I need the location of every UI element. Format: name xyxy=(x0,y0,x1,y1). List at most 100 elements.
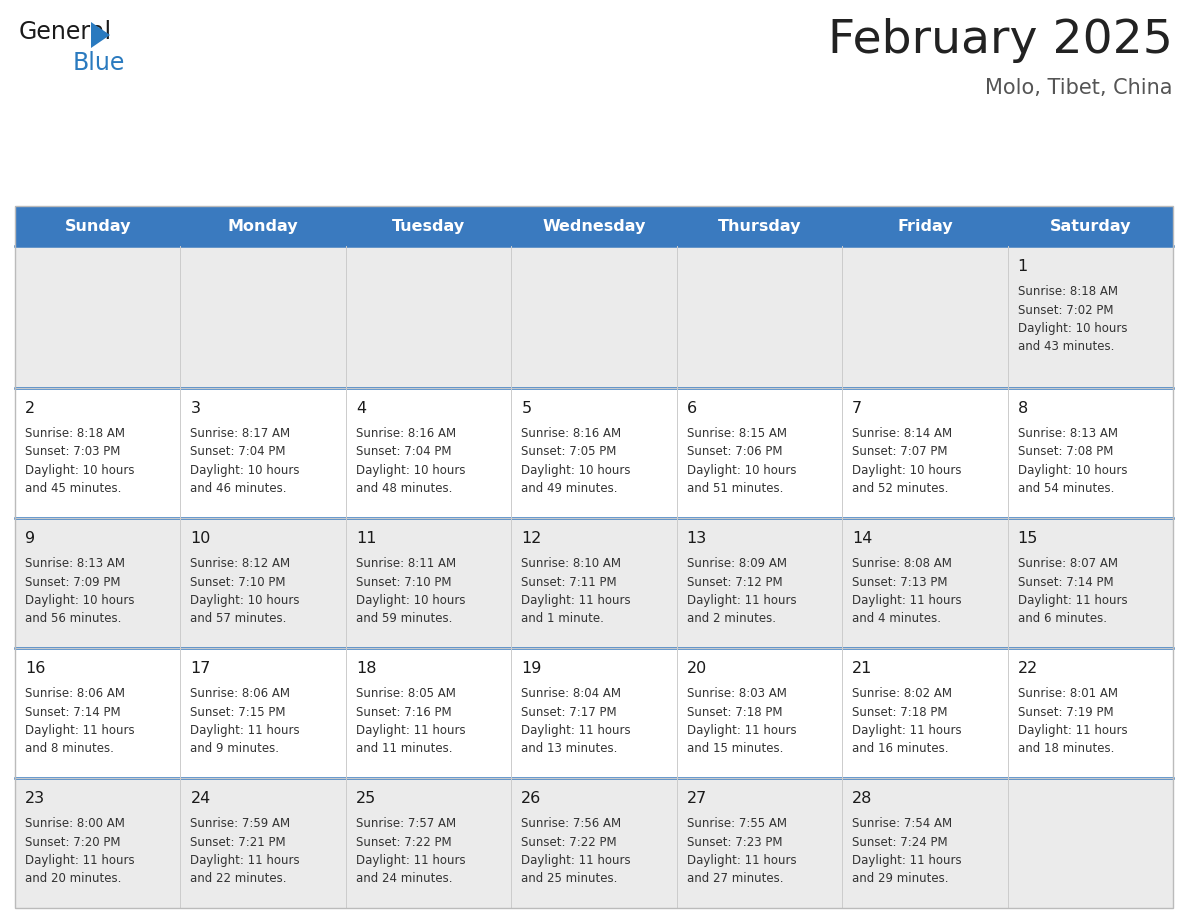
Text: Sunrise: 8:13 AM: Sunrise: 8:13 AM xyxy=(25,557,125,570)
Text: Sunrise: 7:56 AM: Sunrise: 7:56 AM xyxy=(522,817,621,830)
Text: Sunset: 7:21 PM: Sunset: 7:21 PM xyxy=(190,835,286,848)
Text: Sunset: 7:02 PM: Sunset: 7:02 PM xyxy=(1018,304,1113,317)
Text: Daylight: 11 hours: Daylight: 11 hours xyxy=(687,854,796,867)
Bar xyxy=(15,518,1173,648)
Text: Daylight: 11 hours: Daylight: 11 hours xyxy=(852,594,962,607)
Text: Daylight: 11 hours: Daylight: 11 hours xyxy=(687,724,796,737)
Text: Sunset: 7:08 PM: Sunset: 7:08 PM xyxy=(1018,445,1113,458)
Text: Sunrise: 8:05 AM: Sunrise: 8:05 AM xyxy=(356,687,456,700)
Text: Daylight: 11 hours: Daylight: 11 hours xyxy=(1018,594,1127,607)
Text: Sunrise: 8:18 AM: Sunrise: 8:18 AM xyxy=(1018,285,1118,298)
Text: Daylight: 10 hours: Daylight: 10 hours xyxy=(25,464,134,477)
Text: 14: 14 xyxy=(852,531,872,546)
Text: 17: 17 xyxy=(190,661,210,676)
Text: 24: 24 xyxy=(190,791,210,806)
Text: Daylight: 10 hours: Daylight: 10 hours xyxy=(1018,322,1127,335)
Text: and 22 minutes.: and 22 minutes. xyxy=(190,872,287,886)
Text: Sunset: 7:14 PM: Sunset: 7:14 PM xyxy=(1018,576,1113,588)
Text: 3: 3 xyxy=(190,401,201,416)
Text: Sunrise: 8:15 AM: Sunrise: 8:15 AM xyxy=(687,427,786,440)
Text: Sunrise: 7:55 AM: Sunrise: 7:55 AM xyxy=(687,817,786,830)
Text: Sunset: 7:03 PM: Sunset: 7:03 PM xyxy=(25,445,120,458)
Text: Thursday: Thursday xyxy=(718,218,801,233)
Text: Sunrise: 8:10 AM: Sunrise: 8:10 AM xyxy=(522,557,621,570)
Text: 7: 7 xyxy=(852,401,862,416)
Bar xyxy=(15,778,1173,908)
Text: Daylight: 10 hours: Daylight: 10 hours xyxy=(1018,464,1127,477)
Text: 4: 4 xyxy=(356,401,366,416)
Text: Daylight: 11 hours: Daylight: 11 hours xyxy=(25,854,134,867)
Text: Daylight: 10 hours: Daylight: 10 hours xyxy=(852,464,961,477)
Text: Sunset: 7:13 PM: Sunset: 7:13 PM xyxy=(852,576,948,588)
Text: Sunrise: 8:07 AM: Sunrise: 8:07 AM xyxy=(1018,557,1118,570)
Text: and 29 minutes.: and 29 minutes. xyxy=(852,872,949,886)
Text: and 52 minutes.: and 52 minutes. xyxy=(852,483,948,496)
Text: 27: 27 xyxy=(687,791,707,806)
Text: and 25 minutes.: and 25 minutes. xyxy=(522,872,618,886)
Text: Daylight: 11 hours: Daylight: 11 hours xyxy=(522,724,631,737)
Text: Sunset: 7:07 PM: Sunset: 7:07 PM xyxy=(852,445,948,458)
Text: Sunset: 7:15 PM: Sunset: 7:15 PM xyxy=(190,706,286,719)
Text: Sunrise: 8:03 AM: Sunrise: 8:03 AM xyxy=(687,687,786,700)
Text: and 54 minutes.: and 54 minutes. xyxy=(1018,483,1114,496)
Text: Sunrise: 8:08 AM: Sunrise: 8:08 AM xyxy=(852,557,952,570)
Text: Daylight: 11 hours: Daylight: 11 hours xyxy=(356,724,466,737)
Bar xyxy=(15,648,1173,778)
Text: Sunset: 7:19 PM: Sunset: 7:19 PM xyxy=(1018,706,1113,719)
Bar xyxy=(15,246,1173,388)
Text: Daylight: 10 hours: Daylight: 10 hours xyxy=(356,594,466,607)
Text: and 1 minute.: and 1 minute. xyxy=(522,612,605,625)
Text: Daylight: 10 hours: Daylight: 10 hours xyxy=(190,464,299,477)
Text: 15: 15 xyxy=(1018,531,1038,546)
Text: 1: 1 xyxy=(1018,259,1028,274)
Text: Sunrise: 8:04 AM: Sunrise: 8:04 AM xyxy=(522,687,621,700)
Text: Sunset: 7:09 PM: Sunset: 7:09 PM xyxy=(25,576,120,588)
Text: Sunset: 7:05 PM: Sunset: 7:05 PM xyxy=(522,445,617,458)
Text: 16: 16 xyxy=(25,661,45,676)
Text: Sunrise: 8:18 AM: Sunrise: 8:18 AM xyxy=(25,427,125,440)
Text: 2: 2 xyxy=(25,401,36,416)
Text: and 46 minutes.: and 46 minutes. xyxy=(190,483,287,496)
Text: Saturday: Saturday xyxy=(1049,218,1131,233)
Text: and 2 minutes.: and 2 minutes. xyxy=(687,612,776,625)
Text: and 4 minutes.: and 4 minutes. xyxy=(852,612,941,625)
Text: Sunset: 7:04 PM: Sunset: 7:04 PM xyxy=(356,445,451,458)
Text: and 51 minutes.: and 51 minutes. xyxy=(687,483,783,496)
Text: 9: 9 xyxy=(25,531,36,546)
Text: Sunset: 7:12 PM: Sunset: 7:12 PM xyxy=(687,576,783,588)
Text: Wednesday: Wednesday xyxy=(542,218,646,233)
Text: Daylight: 11 hours: Daylight: 11 hours xyxy=(190,724,301,737)
Text: and 57 minutes.: and 57 minutes. xyxy=(190,612,286,625)
Text: Sunset: 7:18 PM: Sunset: 7:18 PM xyxy=(852,706,948,719)
Text: Sunrise: 8:01 AM: Sunrise: 8:01 AM xyxy=(1018,687,1118,700)
Bar xyxy=(15,206,1173,246)
Text: Sunrise: 8:06 AM: Sunrise: 8:06 AM xyxy=(25,687,125,700)
Text: 26: 26 xyxy=(522,791,542,806)
Text: and 16 minutes.: and 16 minutes. xyxy=(852,743,949,756)
Bar xyxy=(15,206,1173,908)
Text: Sunset: 7:04 PM: Sunset: 7:04 PM xyxy=(190,445,286,458)
Text: Friday: Friday xyxy=(897,218,953,233)
Text: Daylight: 11 hours: Daylight: 11 hours xyxy=(522,854,631,867)
Text: and 11 minutes.: and 11 minutes. xyxy=(356,743,453,756)
Text: and 27 minutes.: and 27 minutes. xyxy=(687,872,783,886)
Text: 11: 11 xyxy=(356,531,377,546)
Text: Sunday: Sunday xyxy=(64,218,131,233)
Text: Sunrise: 8:17 AM: Sunrise: 8:17 AM xyxy=(190,427,291,440)
Text: February 2025: February 2025 xyxy=(828,18,1173,63)
Text: 13: 13 xyxy=(687,531,707,546)
Text: Sunset: 7:06 PM: Sunset: 7:06 PM xyxy=(687,445,782,458)
Text: and 8 minutes.: and 8 minutes. xyxy=(25,743,114,756)
Text: Daylight: 11 hours: Daylight: 11 hours xyxy=(687,594,796,607)
Text: and 24 minutes.: and 24 minutes. xyxy=(356,872,453,886)
Text: Sunset: 7:23 PM: Sunset: 7:23 PM xyxy=(687,835,782,848)
Text: and 9 minutes.: and 9 minutes. xyxy=(190,743,279,756)
Text: General: General xyxy=(19,20,112,44)
Text: 28: 28 xyxy=(852,791,872,806)
Text: Sunrise: 8:11 AM: Sunrise: 8:11 AM xyxy=(356,557,456,570)
Text: and 18 minutes.: and 18 minutes. xyxy=(1018,743,1114,756)
Text: 10: 10 xyxy=(190,531,210,546)
Text: Sunrise: 8:14 AM: Sunrise: 8:14 AM xyxy=(852,427,953,440)
Polygon shape xyxy=(91,22,110,48)
Text: Sunset: 7:18 PM: Sunset: 7:18 PM xyxy=(687,706,782,719)
